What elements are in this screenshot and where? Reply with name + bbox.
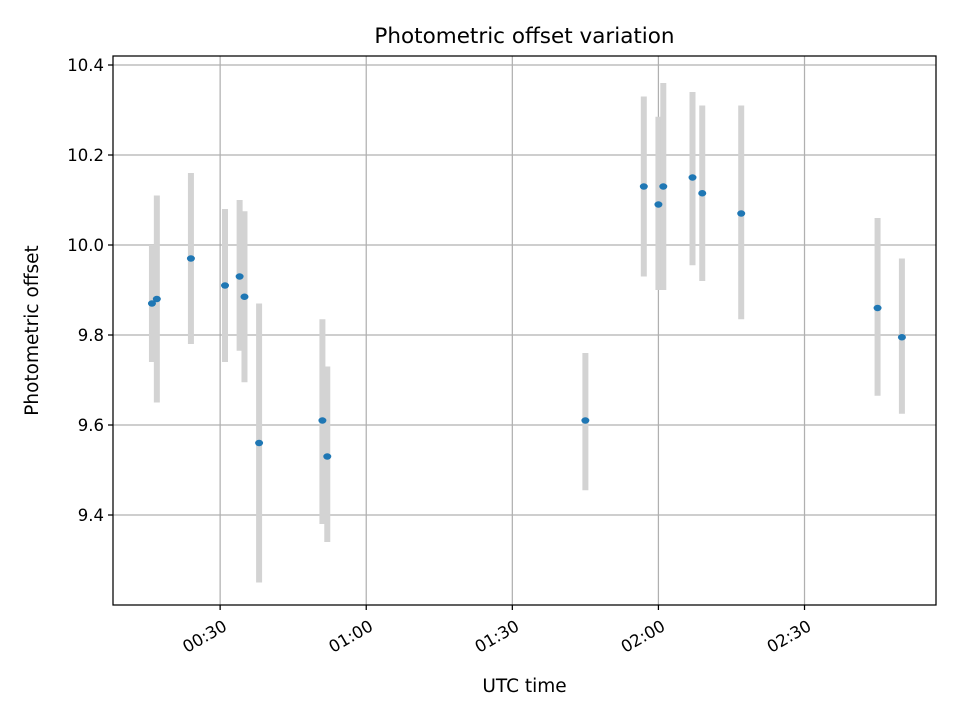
axes-frame [112, 55, 937, 606]
y-tick-label: 10.4 [67, 56, 104, 75]
plot-area: 00:30 01:00 01:30 02:00 02:30 9.49.69.810.01… [67, 55, 937, 657]
data-point [318, 417, 327, 424]
y-tick-label: 10.0 [67, 236, 104, 255]
data-point [186, 255, 195, 262]
y-tick-label: 9.4 [78, 506, 104, 525]
data-point [737, 210, 746, 217]
data-point [323, 453, 332, 460]
data-point [688, 174, 697, 181]
data-point [221, 282, 230, 289]
x-axis-label: UTC time [482, 676, 566, 697]
chart-title: Photometric offset variation [374, 24, 674, 49]
point-layer [147, 174, 906, 460]
data-point [897, 334, 906, 341]
data-point [639, 183, 648, 190]
data-point [581, 417, 590, 424]
data-point [659, 183, 668, 190]
y-tick-label: 9.6 [78, 416, 104, 435]
y-axis-ticks: 9.4 9.6 9.8 10.0 10.2 10.4 [67, 56, 113, 525]
data-point [152, 295, 161, 303]
data-point [873, 304, 882, 312]
y-axis-label: Photometric offset [22, 245, 43, 416]
data-point [235, 273, 244, 280]
y-tick-label: 9.8 [78, 326, 104, 345]
plot-background [113, 56, 936, 605]
grid-layer [113, 56, 936, 605]
data-point [255, 439, 264, 447]
data-point [240, 293, 249, 300]
data-point [147, 300, 156, 307]
data-point [698, 190, 707, 197]
data-point [654, 201, 663, 208]
y-tick-label: 10.2 [67, 146, 104, 165]
